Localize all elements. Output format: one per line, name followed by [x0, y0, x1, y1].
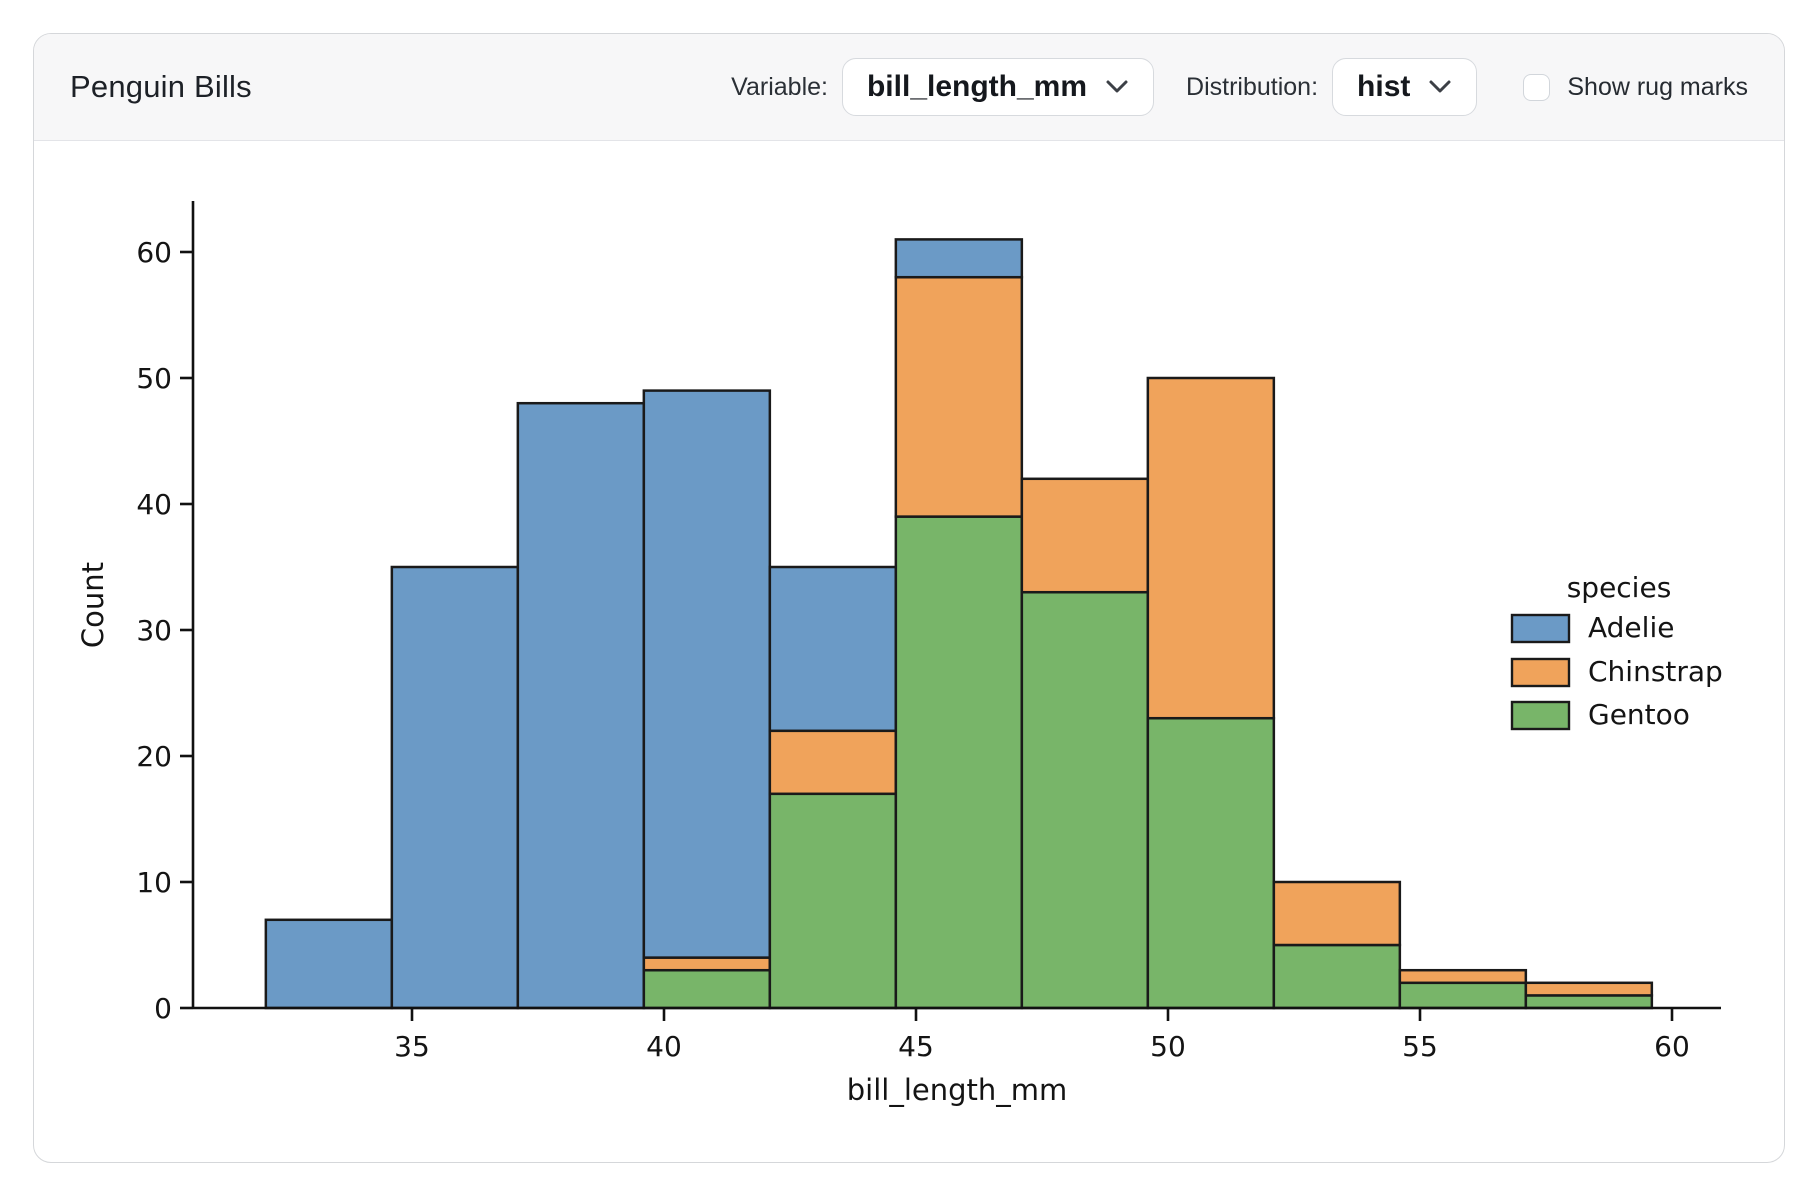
variable-label: Variable:: [731, 72, 828, 101]
variable-select[interactable]: bill_length_mm: [841, 58, 1155, 116]
distribution-select[interactable]: hist: [1332, 58, 1478, 116]
chevron-down-icon: [1106, 80, 1128, 93]
page-title: Penguin Bills: [70, 69, 252, 104]
app-card: Penguin Bills Variable: bill_length_mm D…: [33, 33, 1785, 1163]
header-controls: Variable: bill_length_mm Distribution: h…: [731, 58, 1748, 116]
show-rug-label: Show rug marks: [1567, 72, 1748, 101]
show-rug-checkbox[interactable]: [1523, 73, 1551, 101]
chevron-down-icon: [1429, 80, 1451, 93]
distribution-select-value: hist: [1357, 70, 1411, 103]
rug-toggle-group: Show rug marks: [1523, 73, 1748, 102]
distribution-label: Distribution:: [1186, 72, 1319, 101]
card-header: Penguin Bills Variable: bill_length_mm D…: [34, 34, 1784, 141]
variable-select-value: bill_length_mm: [866, 70, 1088, 103]
